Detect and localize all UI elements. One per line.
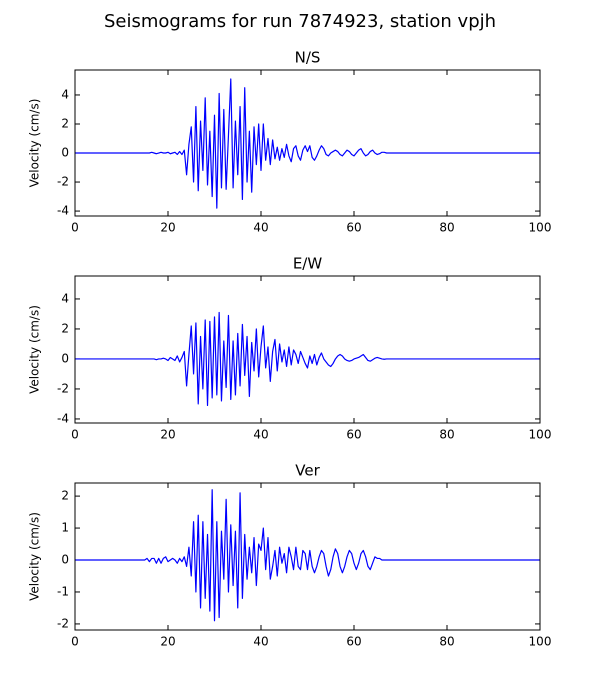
axes-frame [74,275,541,424]
axes-frame [74,69,541,217]
axes-title: Ver [295,462,320,480]
y-axis-label: Velocity (cm/s) [28,99,42,188]
y-tick-label: -2 [57,175,69,189]
plot-area [75,311,540,407]
figure-title: Seismograms for run 7874923, station vpj… [104,11,496,32]
x-tick-label: 80 [439,221,454,235]
y-tick-label: -2 [57,616,69,630]
x-tick-label: 40 [253,428,268,442]
seismogram-line [75,311,540,407]
x-tick-label: 100 [529,635,552,649]
y-tick-label: 2 [61,321,69,335]
x-tick-label: 0 [71,428,79,442]
y-tick-label: 4 [61,291,69,305]
x-tick-label: 80 [439,428,454,442]
axes-frame [74,482,541,631]
x-tick-label: 60 [346,635,361,649]
x-tick-label: 100 [529,428,552,442]
seismogram-line [75,78,540,209]
plot-area [75,489,540,622]
axes-title: E/W [293,255,323,273]
x-tick-label: 60 [346,221,361,235]
y-tick-label: 0 [61,146,69,160]
y-tick-label: -1 [57,584,69,598]
x-tick-label: 40 [253,221,268,235]
plot-area [75,78,540,209]
x-tick-label: 20 [160,221,175,235]
y-tick-label: 1 [61,521,69,535]
y-axis-label: Velocity (cm/s) [28,512,42,601]
seismogram-line [75,489,540,622]
x-tick-label: 0 [71,221,79,235]
y-tick-label: 4 [61,87,69,101]
y-tick-label: -2 [57,381,69,395]
x-tick-label: 40 [253,635,268,649]
x-tick-label: 80 [439,635,454,649]
x-tick-label: 20 [160,428,175,442]
x-tick-label: 0 [71,635,79,649]
y-tick-label: 2 [61,489,69,503]
y-tick-label: 0 [61,351,69,365]
y-tick-label: 0 [61,553,69,567]
x-tick-label: 100 [529,221,552,235]
y-tick-label: -4 [57,204,69,218]
axes-title: N/S [295,49,321,67]
y-tick-label: -4 [57,411,69,425]
x-tick-label: 20 [160,635,175,649]
x-tick-label: 60 [346,428,361,442]
y-axis-label: Velocity (cm/s) [28,305,42,394]
y-tick-label: 2 [61,116,69,130]
